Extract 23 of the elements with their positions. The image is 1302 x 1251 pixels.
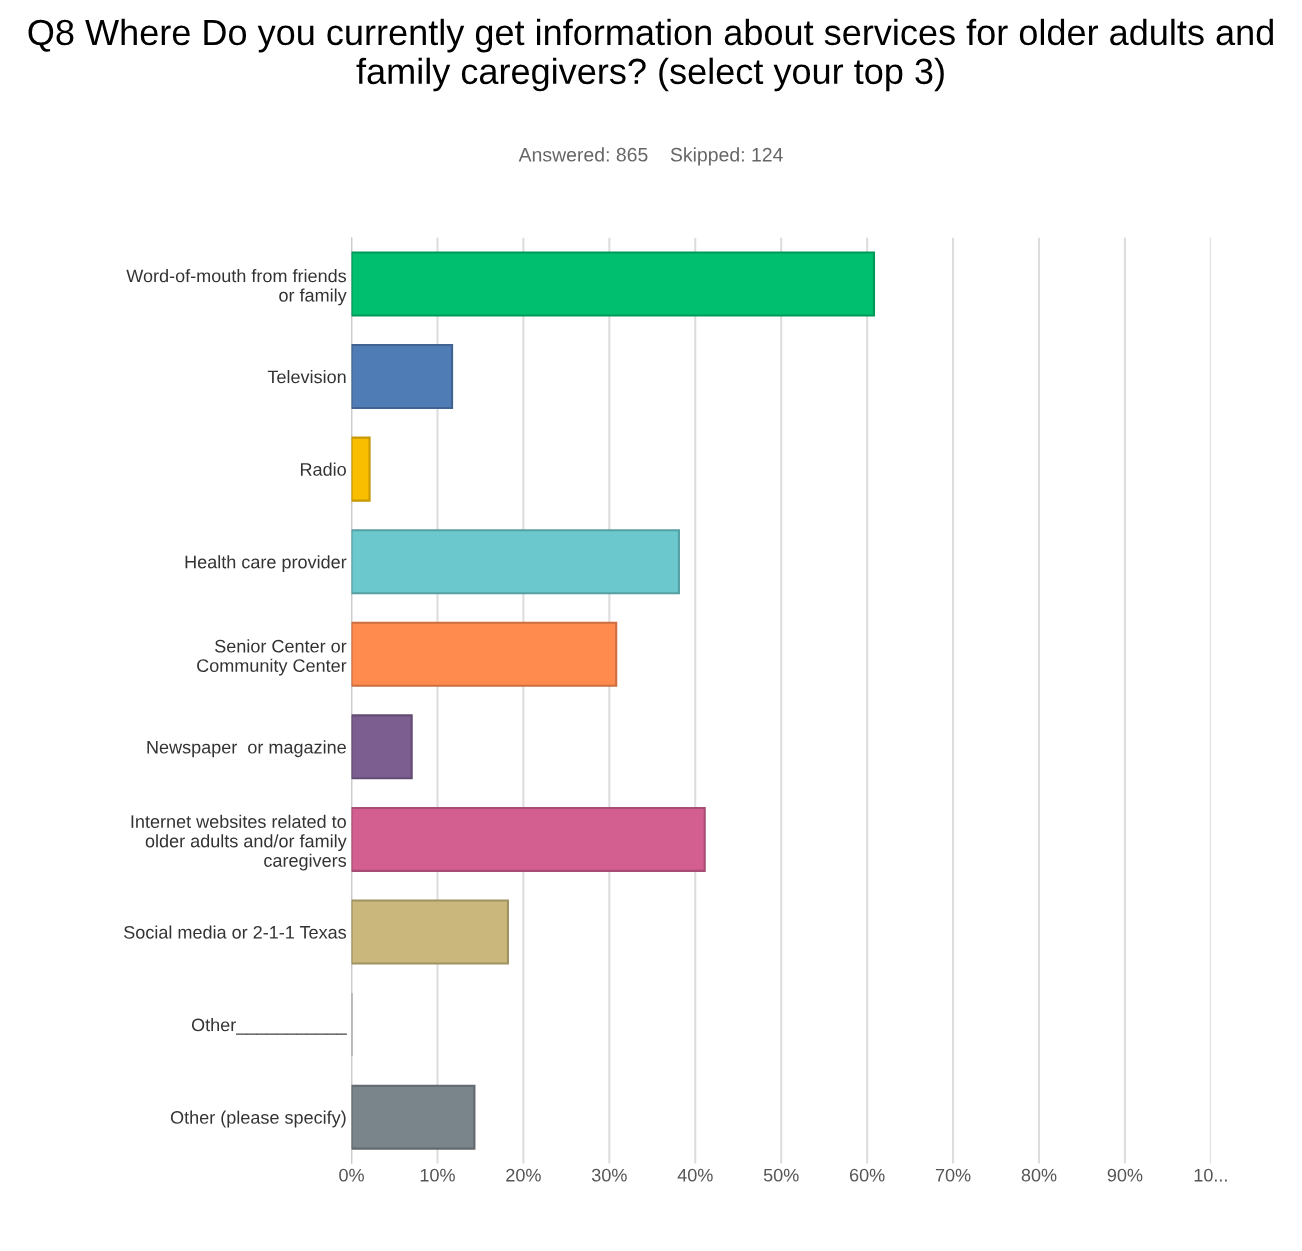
y-tick-label: Word-of-mouth from friends or family	[126, 269, 347, 306]
y-tick-label: Other___________	[191, 1018, 347, 1035]
chart-subtitle: Answered: 865 Skipped: 124	[518, 147, 783, 166]
chart-title: Q8 Where Do you currently get information about services for older adults and family caregivers? (select your top 3)	[28, 18, 1273, 92]
x-tick-label: 80%	[1021, 1168, 1057, 1182]
y-tick-label: Internet websites related to older adults and/or family caregivers	[131, 814, 347, 871]
x-tick-label: 40%	[677, 1168, 713, 1182]
x-tick-label: 20%	[506, 1168, 541, 1182]
y-tick-label: Television	[267, 370, 346, 384]
y-tick-label: Social media or 2-1-1 Texas	[124, 925, 347, 939]
x-tick-label: 0%	[339, 1168, 364, 1182]
y-tick-label: Health care provider	[185, 555, 347, 572]
y-tick-label: Radio	[300, 462, 346, 476]
x-tick-label: 60%	[849, 1168, 885, 1182]
x-tick-label: 10...	[1194, 1168, 1227, 1182]
y-tick-label: Other (please specify)	[170, 1110, 346, 1128]
x-tick-label: 30%	[591, 1168, 627, 1182]
y-tick-label: Senior Center or Community Center	[197, 639, 347, 676]
x-tick-label: 90%	[1107, 1168, 1143, 1182]
y-tick-label: Newspaper or magazine	[147, 740, 346, 758]
x-tick-label: 10%	[420, 1168, 455, 1182]
x-tick-label: 70%	[935, 1168, 971, 1182]
x-tick-label: 50%	[763, 1168, 799, 1182]
